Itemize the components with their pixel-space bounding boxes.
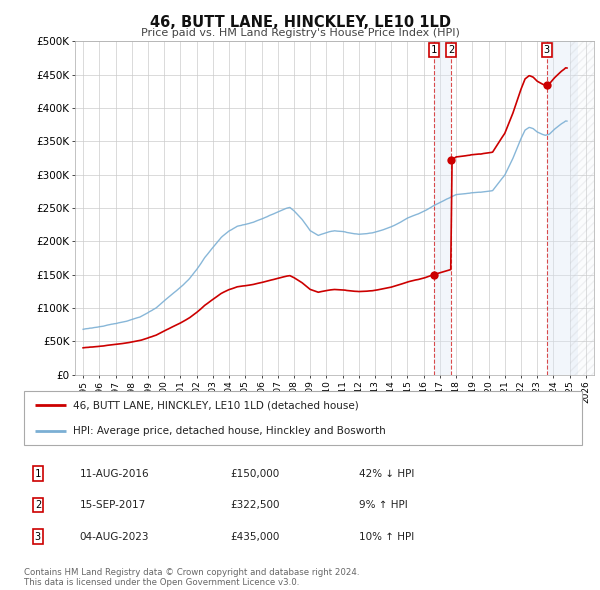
Text: 2: 2 <box>35 500 41 510</box>
Text: 2: 2 <box>448 45 455 55</box>
Text: 46, BUTT LANE, HINCKLEY, LE10 1LD: 46, BUTT LANE, HINCKLEY, LE10 1LD <box>149 15 451 30</box>
FancyBboxPatch shape <box>24 391 582 445</box>
Text: 46, BUTT LANE, HINCKLEY, LE10 1LD (detached house): 46, BUTT LANE, HINCKLEY, LE10 1LD (detac… <box>73 400 359 410</box>
Text: £322,500: £322,500 <box>230 500 280 510</box>
Text: 04-AUG-2023: 04-AUG-2023 <box>80 532 149 542</box>
Text: 11-AUG-2016: 11-AUG-2016 <box>80 468 149 478</box>
Text: 3: 3 <box>35 532 41 542</box>
Text: £435,000: £435,000 <box>230 532 280 542</box>
Text: £150,000: £150,000 <box>230 468 280 478</box>
Bar <box>434 41 451 375</box>
Text: 1: 1 <box>35 468 41 478</box>
Text: This data is licensed under the Open Government Licence v3.0.: This data is licensed under the Open Gov… <box>24 578 299 587</box>
Text: 1: 1 <box>430 45 437 55</box>
Text: Contains HM Land Registry data © Crown copyright and database right 2024.: Contains HM Land Registry data © Crown c… <box>24 568 359 576</box>
Bar <box>547 41 578 375</box>
Text: 9% ↑ HPI: 9% ↑ HPI <box>359 500 407 510</box>
Bar <box>569 41 594 375</box>
Text: 3: 3 <box>544 45 550 55</box>
Text: 42% ↓ HPI: 42% ↓ HPI <box>359 468 414 478</box>
Bar <box>569 41 594 375</box>
Text: HPI: Average price, detached house, Hinckley and Bosworth: HPI: Average price, detached house, Hinc… <box>73 427 386 437</box>
Text: Price paid vs. HM Land Registry's House Price Index (HPI): Price paid vs. HM Land Registry's House … <box>140 28 460 38</box>
Text: 15-SEP-2017: 15-SEP-2017 <box>80 500 146 510</box>
Text: 10% ↑ HPI: 10% ↑ HPI <box>359 532 414 542</box>
